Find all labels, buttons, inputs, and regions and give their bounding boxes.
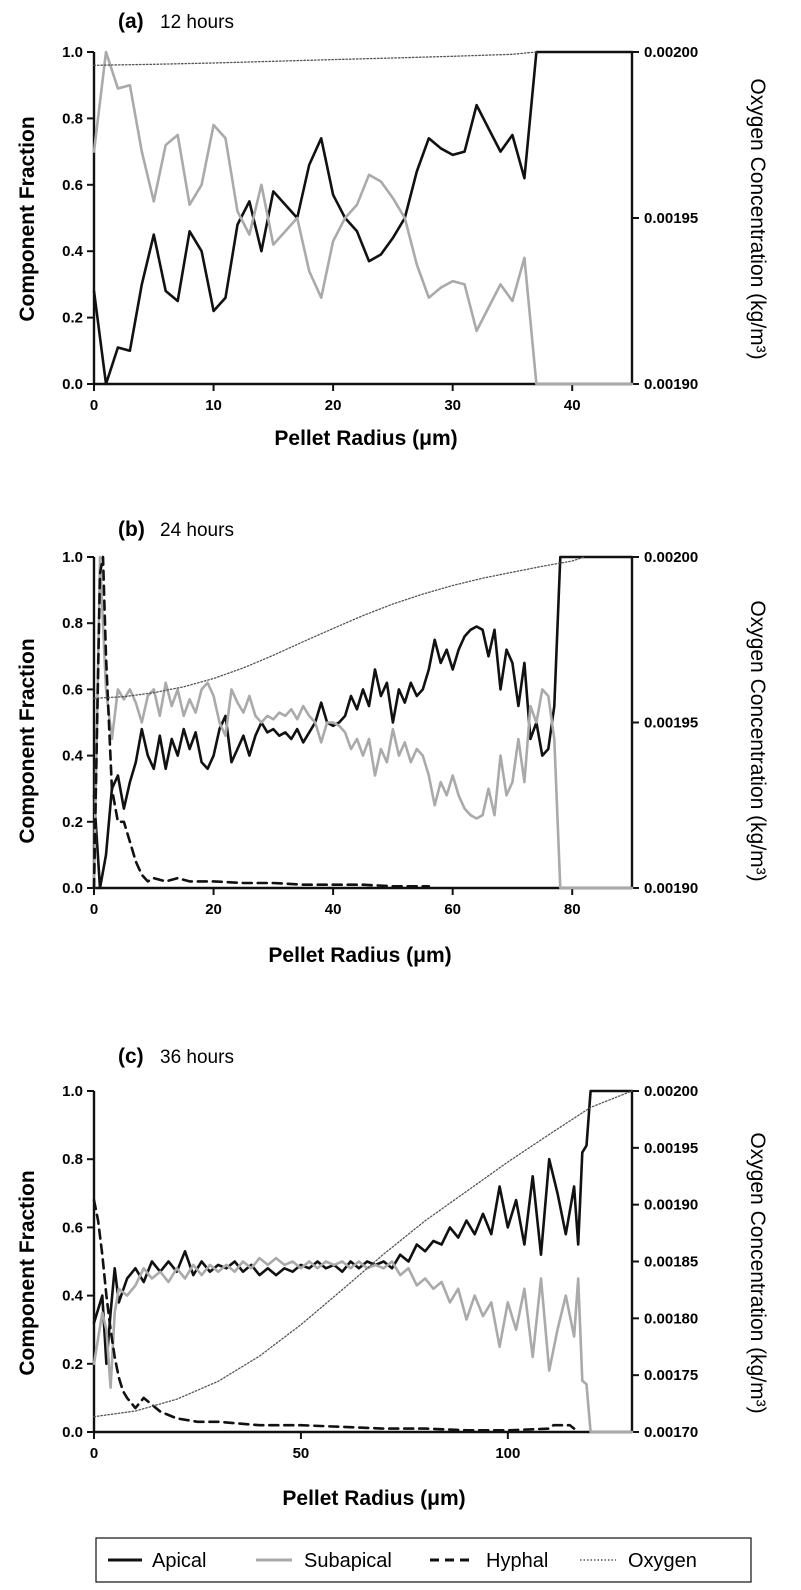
panel-title: 12 hours <box>160 12 234 33</box>
series-hyphal-line <box>92 555 431 890</box>
y2-tick-label: 0.00195 <box>644 715 698 732</box>
y2-axis-label: Oxygen Concentration (kg/m³) <box>746 78 769 359</box>
series-group <box>92 50 634 386</box>
x-tick-label: 20 <box>205 901 222 918</box>
y2-tick-label: 0.00195 <box>644 1140 698 1157</box>
y-tick-label: 1.0 <box>62 549 83 566</box>
y-tick-label: 0.8 <box>62 1151 83 1168</box>
y2-tick-label: 0.00200 <box>644 549 698 566</box>
series-oxygen-line <box>93 51 538 66</box>
series-hyphal-line <box>92 1198 576 1432</box>
legend-label: Hyphal <box>486 1550 548 1572</box>
y2-axis-label: Oxygen Concentration (kg/m³) <box>746 1132 769 1413</box>
panel-a: (a) 12 hours Component Fraction Oxygen C… <box>16 10 769 450</box>
y-tick-label: 0.6 <box>62 1219 83 1236</box>
series-apical-line <box>92 1089 634 1366</box>
y2-tick-label: 0.00190 <box>644 1197 698 1214</box>
y2-tick-label: 0.00200 <box>644 44 698 61</box>
y-tick-label: 0.0 <box>62 880 83 897</box>
y-tick-label: 0.0 <box>62 376 83 393</box>
x-tick-label: 0 <box>90 397 98 414</box>
legend: Apical Subapical Hyphal Oxygen <box>95 1537 752 1583</box>
y2-tick-label: 0.00195 <box>644 210 698 227</box>
x-tick-label: 60 <box>444 901 461 918</box>
series-subapical-line <box>92 555 634 890</box>
series-group <box>92 1089 634 1434</box>
y2-tick-label: 0.00190 <box>644 880 698 897</box>
panel-c: (c) 36 hours Component Fraction Oxygen C… <box>16 1045 769 1510</box>
legend-label: Subapical <box>304 1550 392 1572</box>
y-axis-label: Component Fraction <box>16 638 39 843</box>
y-tick-label: 0.6 <box>62 681 83 698</box>
x-tick-label: 10 <box>205 397 222 414</box>
y-tick-label: 0.6 <box>62 177 83 194</box>
y-tick-label: 0.0 <box>62 1424 83 1441</box>
legend-label: Oxygen <box>628 1550 697 1572</box>
series-group <box>92 555 634 890</box>
x-tick-label: 40 <box>325 901 342 918</box>
panel-tag: (a) <box>118 10 144 33</box>
legend-item-apical: Apical <box>108 1550 206 1572</box>
x-axis-label: Pellet Radius (μm) <box>268 944 451 967</box>
y-tick-label: 0.4 <box>62 1288 84 1305</box>
x-tick-label: 30 <box>444 397 461 414</box>
axes: 0.0 0.2 0.4 0.6 0.8 1.0 0.00170 0.00175 0.00180 0… <box>62 1083 698 1462</box>
x-tick-label: 0 <box>90 1445 98 1462</box>
legend-item-hyphal: Hyphal <box>430 1550 548 1572</box>
legend-box <box>95 1537 752 1583</box>
legend-item-subapical: Subapical <box>256 1550 392 1572</box>
panel-tag: (c) <box>118 1045 144 1068</box>
y-tick-label: 0.8 <box>62 615 83 632</box>
y-tick-label: 0.4 <box>62 748 84 765</box>
y-axis-label: Component Fraction <box>16 116 39 321</box>
x-axis-label: Pellet Radius (μm) <box>274 427 457 450</box>
x-tick-label: 100 <box>495 1445 520 1462</box>
y-tick-label: 0.8 <box>62 110 83 127</box>
x-tick-label: 50 <box>293 1445 310 1462</box>
series-oxygen-line <box>93 556 585 699</box>
y2-tick-label: 0.00185 <box>644 1254 698 1271</box>
y2-tick-label: 0.00200 <box>644 1083 698 1100</box>
panel-tag: (b) <box>118 518 145 541</box>
axes: 0.0 0.2 0.4 0.6 0.8 1.0 0.00190 0.00195 0.00200 0… <box>62 44 698 414</box>
x-tick-label: 20 <box>325 397 342 414</box>
y-tick-label: 1.0 <box>62 44 83 61</box>
panel-title: 24 hours <box>160 520 234 541</box>
y-tick-label: 1.0 <box>62 1083 83 1100</box>
panel-title: 36 hours <box>160 1047 234 1068</box>
x-axis-label: Pellet Radius (μm) <box>282 1487 465 1510</box>
x-tick-label: 0 <box>90 901 98 918</box>
y2-tick-label: 0.00190 <box>644 376 698 393</box>
y2-tick-label: 0.00175 <box>644 1367 698 1384</box>
y2-axis-label: Oxygen Concentration (kg/m³) <box>746 600 769 881</box>
y2-tick-label: 0.00170 <box>644 1424 698 1441</box>
series-apical-line <box>92 50 634 386</box>
x-tick-label: 80 <box>564 901 581 918</box>
series-subapical-line <box>92 50 634 386</box>
legend-label: Apical <box>152 1550 206 1572</box>
series-subapical-line <box>92 1256 634 1434</box>
y-axis-label: Component Fraction <box>16 1170 39 1375</box>
panel-b: (b) 24 hours Component Fraction Oxygen C… <box>16 518 769 967</box>
axes: 0.0 0.2 0.4 0.6 0.8 1.0 0.00190 0.00195 0.00200 0… <box>62 549 698 918</box>
y-tick-label: 0.2 <box>62 814 83 831</box>
y-tick-label: 0.2 <box>62 310 83 327</box>
legend-item-oxygen: Oxygen <box>580 1550 697 1572</box>
series-apical-line <box>92 555 634 890</box>
series-oxygen-line <box>93 1090 633 1418</box>
y2-tick-label: 0.00180 <box>644 1310 698 1327</box>
y-tick-label: 0.4 <box>62 243 84 260</box>
y-tick-label: 0.2 <box>62 1356 83 1373</box>
x-tick-label: 40 <box>564 397 581 414</box>
